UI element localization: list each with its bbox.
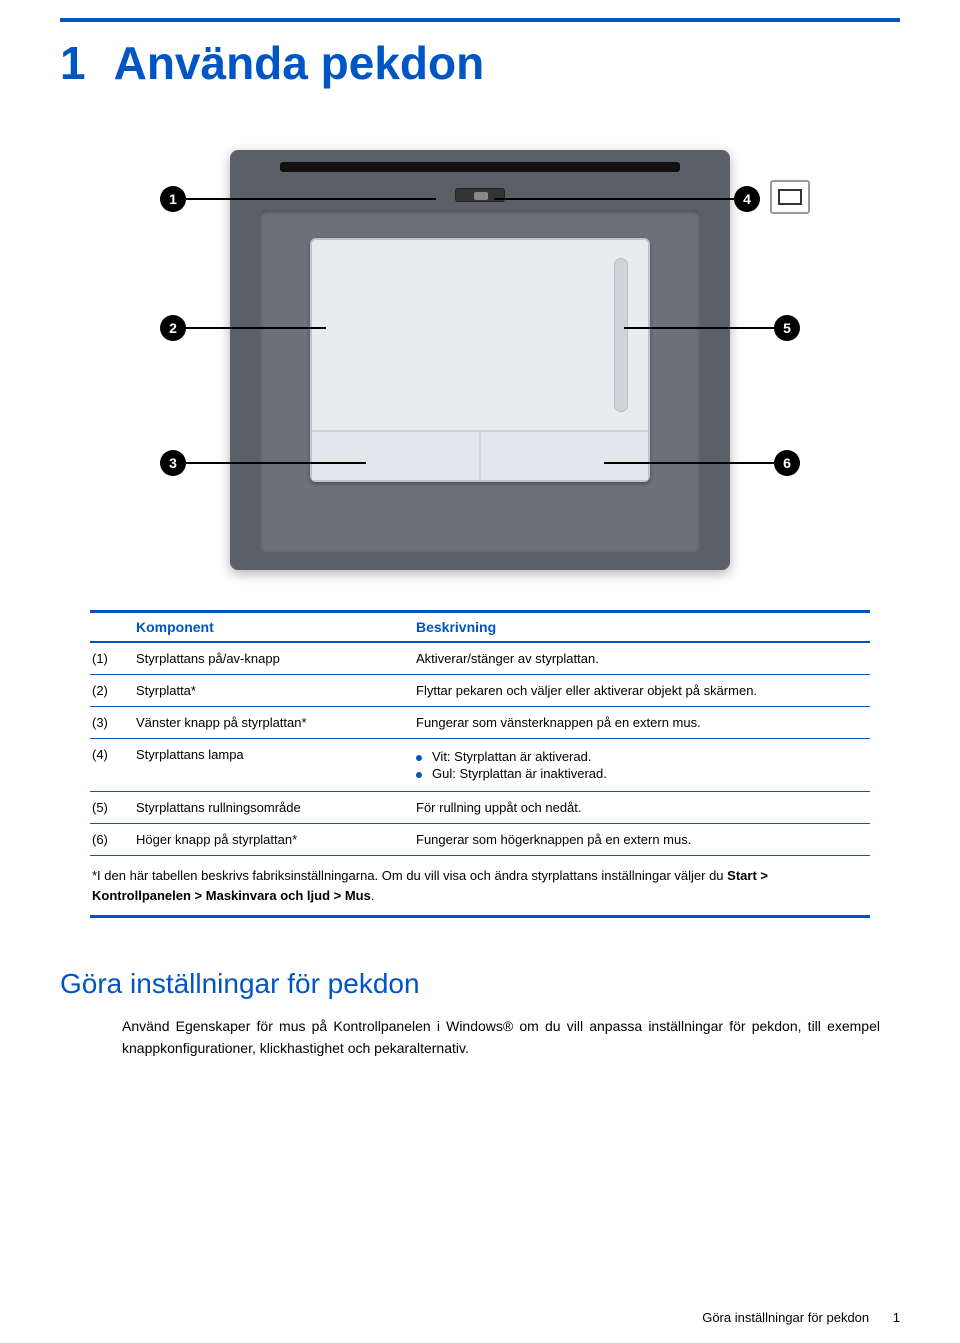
touchpad-surface: [312, 240, 648, 430]
row-component: Höger knapp på styrplattan*: [136, 832, 416, 847]
footer-section-title: Göra inställningar för pekdon: [702, 1310, 869, 1325]
row-component: Styrplattans rullningsområde: [136, 800, 416, 815]
device-hinge: [280, 162, 680, 172]
row-component: Vänster knapp på styrplattan*: [136, 715, 416, 730]
chapter-number: 1: [60, 36, 86, 90]
monitor-icon: [778, 189, 802, 205]
table-row: (1) Styrplattans på/av-knapp Aktiverar/s…: [90, 643, 870, 675]
callout-6: 6: [774, 450, 800, 476]
callout-2: 2: [160, 315, 186, 341]
bullet-text: Gul: Styrplattan är inaktiverad.: [432, 766, 607, 781]
table-row: (5) Styrplattans rullningsområde För rul…: [90, 792, 870, 824]
touchpad-light-icon: [770, 180, 810, 214]
row-number: (4): [90, 747, 136, 762]
row-description: Flyttar pekaren och väljer eller aktiver…: [416, 683, 870, 698]
table-header-row: Komponent Beskrivning: [90, 613, 870, 643]
bullet-item: Gul: Styrplattan är inaktiverad.: [416, 766, 870, 781]
bullet-text: Vit: Styrplattan är aktiverad.: [432, 749, 591, 764]
row-description: För rullning uppåt och nedåt.: [416, 800, 870, 815]
top-rule: [60, 18, 900, 22]
section-body: Använd Egenskaper för mus på Kontrollpan…: [122, 1016, 880, 1059]
header-component: Komponent: [136, 619, 416, 635]
bullet-item: Vit: Styrplattan är aktiverad.: [416, 749, 870, 764]
callout-1: 1: [160, 186, 186, 212]
row-component: Styrplattans på/av-knapp: [136, 651, 416, 666]
row-description: Aktiverar/stänger av styrplattan.: [416, 651, 870, 666]
touchpad-diagram: 1 2 3 4 5 6: [150, 150, 810, 570]
row-number: (5): [90, 800, 136, 815]
lead-6: [604, 462, 774, 464]
table-row: (3) Vänster knapp på styrplattan* Funger…: [90, 707, 870, 739]
bullet-dot-icon: [416, 772, 422, 778]
header-description: Beskrivning: [416, 619, 870, 635]
footnote-post: .: [371, 888, 375, 903]
lead-1: [186, 198, 436, 200]
header-spacer: [90, 619, 136, 635]
row-description: Fungerar som högerknappen på en extern m…: [416, 832, 870, 847]
touchpad-left-button: [312, 432, 481, 480]
footer-page-number: 1: [893, 1310, 900, 1325]
callout-4: 4: [734, 186, 760, 212]
bullet-dot-icon: [416, 755, 422, 761]
touchpad-scroll-zone: [614, 258, 628, 412]
table-row: (2) Styrplatta* Flyttar pekaren och välj…: [90, 675, 870, 707]
page-footer: Göra inställningar för pekdon 1: [702, 1310, 900, 1325]
touchpad: [310, 238, 650, 482]
table-row: (4) Styrplattans lampa Vit: Styrplattan …: [90, 739, 870, 792]
row-description: Fungerar som vänsterknappen på en extern…: [416, 715, 870, 730]
touchpad-diagram-wrap: 1 2 3 4 5 6: [60, 150, 900, 570]
touchpad-right-button: [481, 432, 648, 480]
touchpad-buttons: [312, 430, 648, 480]
row-description: Vit: Styrplattan är aktiverad. Gul: Styr…: [416, 747, 870, 783]
chapter-heading: 1 Använda pekdon: [60, 36, 900, 90]
footnote-pre: *I den här tabellen beskrivs fabriksinst…: [92, 868, 727, 883]
section-title: Göra inställningar för pekdon: [60, 968, 900, 1000]
row-number: (2): [90, 683, 136, 698]
component-table: Komponent Beskrivning (1) Styrplattans p…: [90, 610, 870, 918]
lead-4: [494, 198, 734, 200]
row-number: (3): [90, 715, 136, 730]
table-row: (6) Höger knapp på styrplattan* Fungerar…: [90, 824, 870, 856]
row-component: Styrplatta*: [136, 683, 416, 698]
chapter-title: Använda pekdon: [114, 36, 485, 90]
row-component: Styrplattans lampa: [136, 747, 416, 762]
callout-5: 5: [774, 315, 800, 341]
lead-3: [186, 462, 366, 464]
lead-5: [624, 327, 774, 329]
device-body: [230, 150, 730, 570]
table-footnote: *I den här tabellen beskrivs fabriksinst…: [90, 856, 870, 918]
row-number: (6): [90, 832, 136, 847]
lead-2: [186, 327, 326, 329]
row-number: (1): [90, 651, 136, 666]
callout-3: 3: [160, 450, 186, 476]
